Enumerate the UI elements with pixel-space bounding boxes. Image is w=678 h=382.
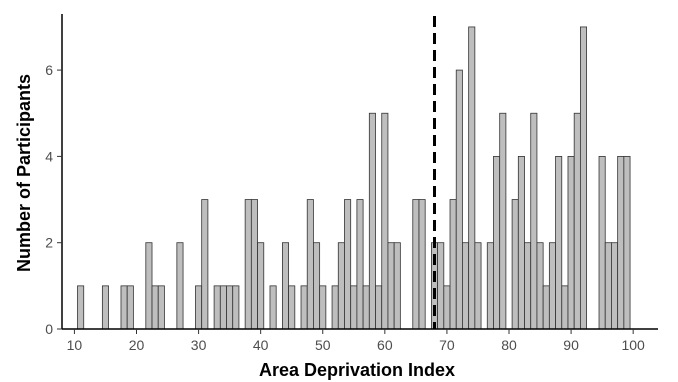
x-tick-label: 60 xyxy=(377,337,393,353)
histogram-bar xyxy=(517,155,525,330)
histogram-bar xyxy=(201,199,209,330)
histogram-bar xyxy=(474,242,482,330)
x-tick-label: 80 xyxy=(501,337,517,353)
histogram-bar xyxy=(573,112,581,330)
histogram-bar xyxy=(226,285,234,330)
y-tick-label: 0 xyxy=(45,321,53,337)
histogram-bar xyxy=(300,285,308,330)
histogram-bar xyxy=(319,285,327,330)
histogram-bar xyxy=(511,199,519,330)
y-tick-label: 2 xyxy=(45,235,53,251)
histogram-bar xyxy=(244,199,252,330)
histogram-bar xyxy=(579,26,588,330)
y-tick-label: 4 xyxy=(45,148,53,164)
x-tick-label: 90 xyxy=(563,337,579,353)
histogram-bar xyxy=(77,285,85,330)
histogram-bar xyxy=(555,155,563,330)
histogram-bar xyxy=(344,199,352,330)
histogram-bar xyxy=(232,285,240,330)
histogram-bar xyxy=(393,242,401,330)
histogram-bar xyxy=(542,285,550,330)
histogram-bar xyxy=(126,285,134,330)
histogram-bar xyxy=(548,242,556,330)
histogram-bar xyxy=(151,285,159,330)
histogram-bar xyxy=(623,155,631,330)
histogram-bar xyxy=(257,242,265,330)
x-tick-label: 40 xyxy=(253,337,269,353)
histogram-bar xyxy=(145,242,153,330)
histogram-bar xyxy=(157,285,165,330)
histogram-bar xyxy=(368,112,376,330)
x-axis-title: Area Deprivation Index xyxy=(259,360,455,380)
histogram-bar xyxy=(412,199,420,330)
histogram-bar xyxy=(381,112,389,330)
histogram-bar xyxy=(617,155,625,330)
y-tick-label: 6 xyxy=(45,62,53,78)
histogram-bars xyxy=(77,26,631,330)
histogram-bar xyxy=(561,285,569,330)
histogram-bar xyxy=(219,285,227,330)
x-tick-label: 10 xyxy=(67,337,83,353)
histogram-bar xyxy=(530,112,538,330)
histogram-bar xyxy=(499,112,507,330)
x-tick-label: 100 xyxy=(621,337,645,353)
histogram-bar xyxy=(567,155,575,330)
histogram-bar xyxy=(524,242,532,330)
x-tick-label: 50 xyxy=(315,337,331,353)
x-tick-label: 30 xyxy=(191,337,207,353)
histogram-bar xyxy=(269,285,277,330)
histogram-bar xyxy=(455,69,463,330)
histogram-bar xyxy=(362,285,370,330)
histogram-bar xyxy=(462,242,470,330)
histogram-bar xyxy=(611,242,619,330)
histogram-bar xyxy=(281,242,290,330)
histogram-bar xyxy=(387,242,395,330)
histogram-bar xyxy=(493,155,501,330)
histogram-bar xyxy=(486,242,494,330)
histogram-bar xyxy=(288,285,296,330)
y-axis-title: Number of Participants xyxy=(14,74,34,272)
x-tick-label: 20 xyxy=(129,337,145,353)
histogram-bar xyxy=(350,285,358,330)
histogram-bar xyxy=(418,199,426,330)
histogram-bar xyxy=(468,26,476,330)
histogram-bar xyxy=(375,285,383,330)
histogram-bar xyxy=(250,199,258,330)
y-axis-ticks: 0 2 4 6 xyxy=(45,62,62,337)
histogram-bar xyxy=(449,199,457,330)
histogram-bar xyxy=(604,242,612,330)
histogram-bar xyxy=(176,242,184,330)
histogram-bar xyxy=(213,285,221,330)
histogram-bar xyxy=(443,285,451,330)
histogram-bar xyxy=(101,285,109,330)
histogram-bar xyxy=(536,242,544,330)
histogram-bar xyxy=(120,285,128,330)
histogram-bar xyxy=(195,285,203,330)
histogram-bar xyxy=(306,199,314,330)
histogram-bar xyxy=(337,242,345,330)
histogram-bar xyxy=(356,199,364,330)
x-tick-label: 70 xyxy=(439,337,455,353)
histogram-bar xyxy=(331,285,339,330)
histogram-bar xyxy=(313,242,321,330)
x-axis-ticks: 10 20 30 40 50 60 70 80 90 100 xyxy=(67,329,645,353)
histogram-bar xyxy=(437,242,445,330)
histogram-bar xyxy=(598,155,606,330)
